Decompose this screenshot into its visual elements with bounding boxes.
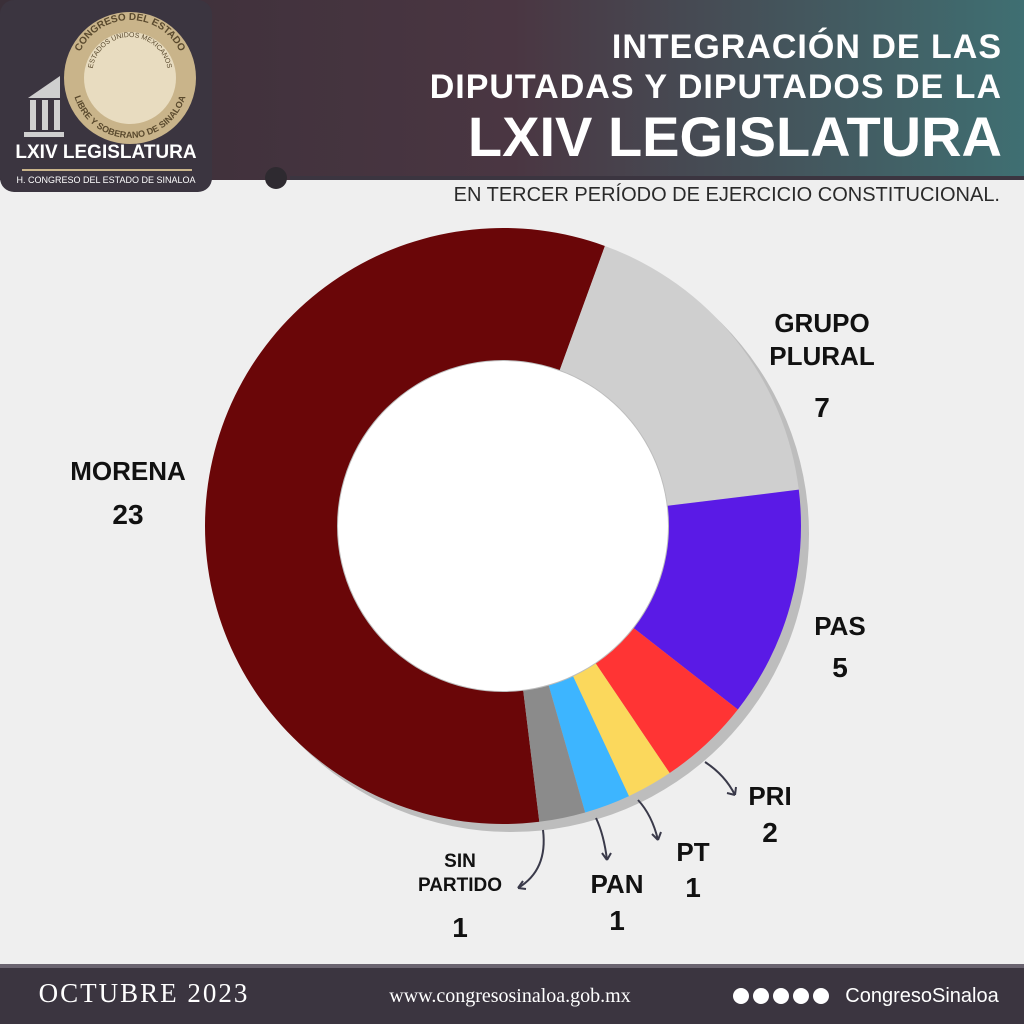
building-icon [24, 76, 64, 137]
footer-social: CongresoSinaloa [845, 985, 999, 1007]
social-icons [733, 988, 829, 1004]
category-label: PAN [590, 869, 644, 899]
seal-inner [84, 32, 176, 124]
value-label: 23 [112, 499, 144, 530]
subtitle: EN TERCER PERÍODO DE EJERCICIO CONSTITUC… [454, 183, 1000, 206]
slice [573, 663, 670, 797]
donut-hole [338, 361, 668, 691]
footer-rule [0, 964, 1024, 968]
slice [595, 628, 738, 774]
title-line: DIPUTADAS Y DIPUTADOS DE LA [429, 68, 1002, 106]
title-line: INTEGRACIÓN DE LAS [611, 28, 1002, 66]
slice [548, 676, 629, 813]
logo-title: LXIV LEGISLATURA [15, 142, 196, 163]
footer-band [0, 964, 1024, 1024]
donut [205, 227, 809, 832]
value-label: 2 [762, 817, 778, 848]
slice [633, 489, 801, 710]
value-label: 1 [609, 905, 625, 936]
footer-date: OCTUBRE 2023 [39, 978, 250, 1008]
value-label: 5 [832, 652, 848, 683]
slice [559, 245, 799, 506]
category-label: MORENA [70, 456, 186, 486]
category-label: GRUPO PLURAL [769, 308, 875, 371]
dot [265, 167, 287, 189]
title-main: LXIV LEGISLATURA [467, 105, 1002, 168]
value-label: 7 [814, 392, 830, 423]
logo-subtitle: H. CONGRESO DEL ESTADO DE SINALOA [16, 175, 195, 185]
slice [523, 685, 586, 822]
category-label: PAS [814, 611, 866, 641]
pointer-arrows [517, 761, 737, 890]
value-label: 1 [452, 912, 468, 943]
category-label: SIN PARTIDO [417, 851, 503, 896]
category-label: PT [676, 837, 710, 867]
value-label: 1 [685, 872, 701, 903]
category-label: PRI [748, 781, 792, 811]
footer-website: www.congresosinaloa.gob.mx [389, 985, 630, 1007]
slice [205, 227, 605, 824]
